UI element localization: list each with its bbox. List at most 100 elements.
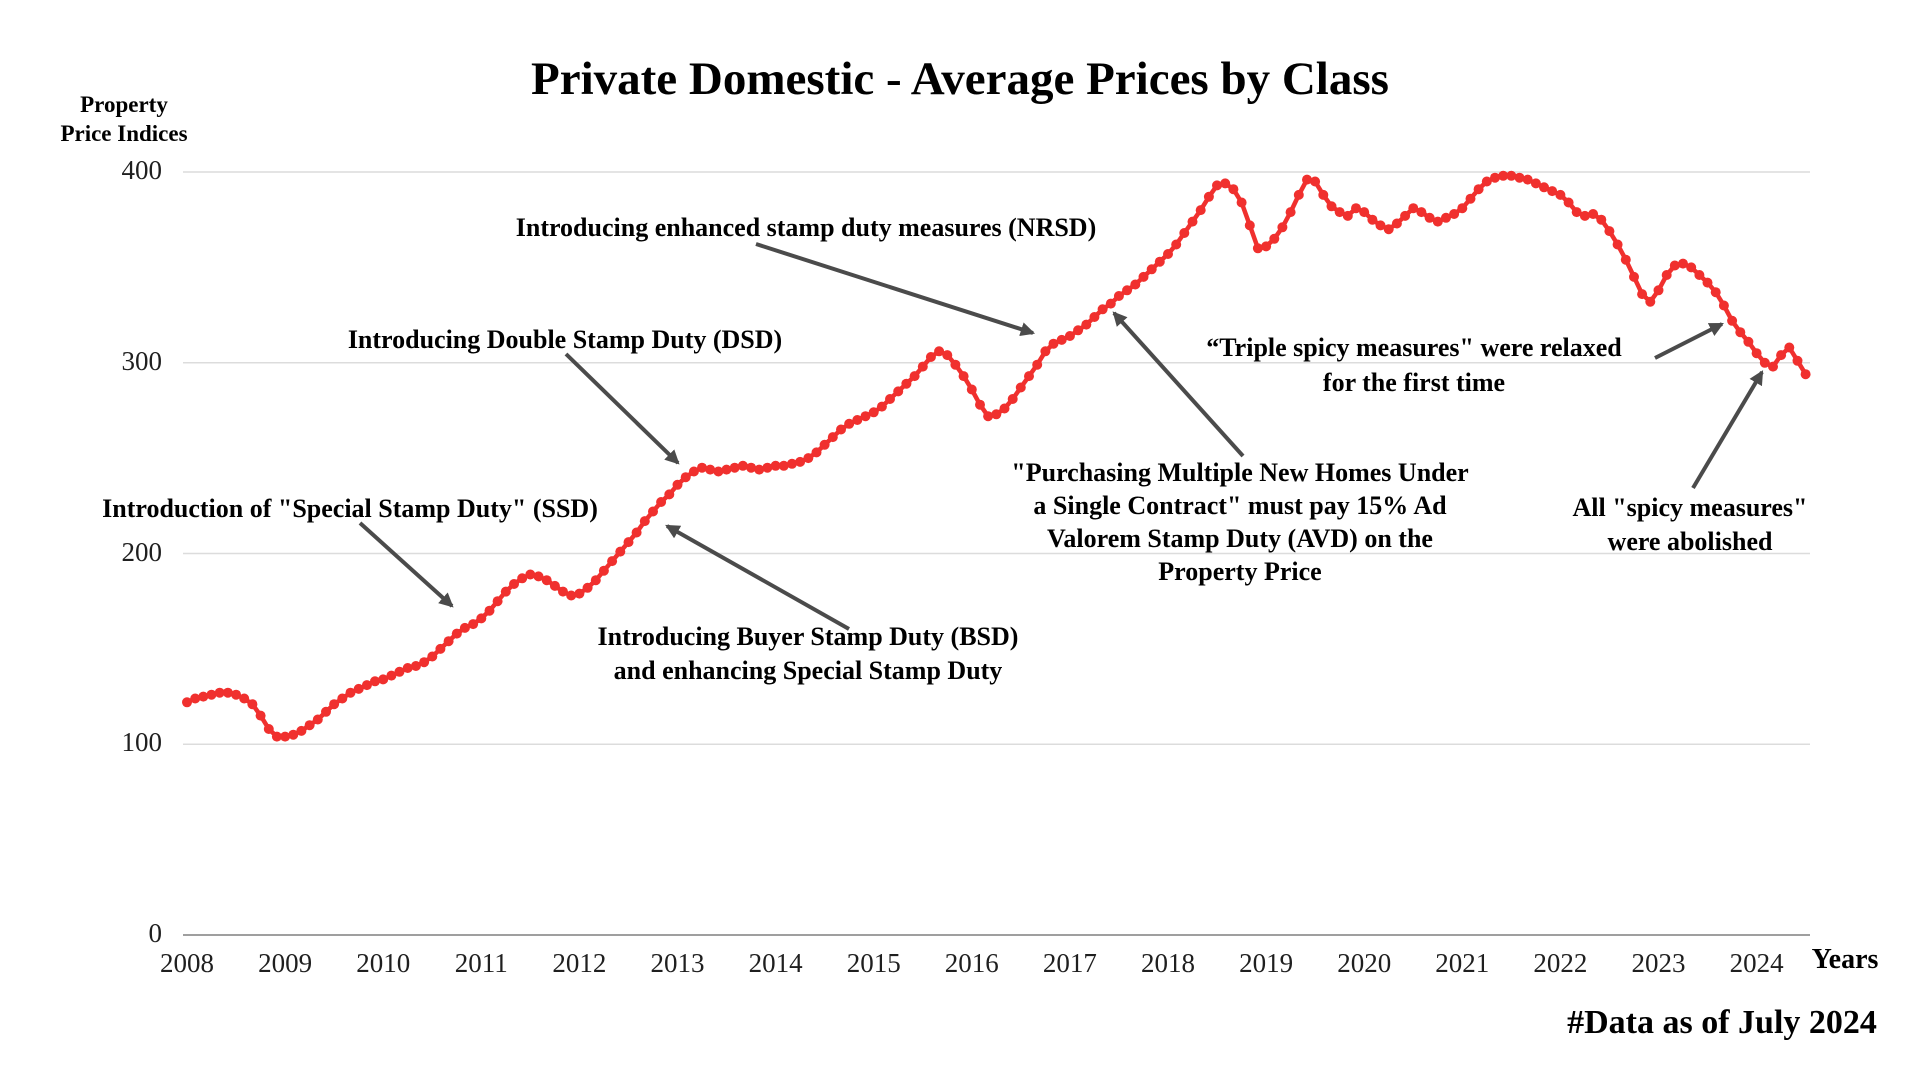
y-axis-title-line2: Price Indices (60, 121, 188, 146)
data-point (893, 386, 904, 397)
data-point (1351, 203, 1361, 214)
data-point (615, 546, 626, 557)
avd-annotation-line-3: Valorem Stamp Duty (AVD) on the (1047, 523, 1433, 553)
ssd-annotation: Introduction of "Special Stamp Duty" (SS… (102, 492, 598, 526)
data-point (656, 497, 667, 507)
data-point (500, 586, 511, 597)
dsd-annotation: Introducing Double Stamp Duty (DSD) (348, 323, 782, 357)
data-point (280, 731, 291, 742)
avd-annotation-line-1: "Purchasing Multiple New Homes Under (1011, 457, 1469, 487)
data-point (1768, 361, 1778, 372)
data-point (1228, 184, 1239, 195)
price-index-line-series (182, 170, 1811, 742)
data-point (304, 720, 315, 731)
data-point (288, 729, 299, 740)
data-point (1048, 338, 1059, 349)
data-point (484, 605, 495, 616)
data-point (566, 590, 577, 601)
abolish-annotation-line-2: were abolished (1607, 527, 1773, 556)
data-point (1171, 239, 1182, 250)
avd-annotation-line-4: Property Price (1158, 556, 1322, 586)
data-point (1588, 209, 1599, 219)
data-point (271, 731, 282, 742)
data-point (1024, 371, 1034, 382)
y-axis-title: Property Price Indices (60, 90, 187, 148)
abolish-annotation: All "spicy measures" were abolished (1573, 491, 1808, 559)
bsd-annotation-line-2: and enhancing Special Stamp Duty (613, 656, 1003, 685)
data-point (983, 411, 994, 422)
x-tick-2014: 2014 (748, 948, 803, 978)
data-point (386, 670, 397, 681)
x-tick-2009: 2009 (258, 948, 313, 978)
data-point (1318, 189, 1329, 200)
data-point (1522, 174, 1533, 185)
x-tick-2018: 2018 (1141, 948, 1195, 978)
y-axis-title-line1: Property (80, 92, 168, 117)
dsd-arrow (564, 352, 680, 465)
nrsd-annotation: Introducing enhanced stamp duty measures… (516, 211, 1097, 245)
data-point (1269, 233, 1280, 244)
data-point (1694, 270, 1705, 280)
data-point (746, 462, 757, 473)
data-point (509, 579, 519, 589)
data-point (966, 384, 977, 395)
data-point (925, 352, 936, 362)
x-tick-2012: 2012 (552, 948, 607, 978)
data-point (1187, 216, 1198, 227)
data-point (590, 575, 601, 586)
ssd-annotation-line-1: Introduction of "Special Stamp Duty" (SS… (102, 494, 598, 523)
data-point (1702, 277, 1713, 288)
y-tick-0: 0 (148, 918, 163, 948)
y-tick-300: 300 (121, 345, 163, 376)
data-point (1073, 325, 1084, 336)
data-point (1154, 256, 1165, 267)
data-point (1579, 210, 1590, 221)
data-point (1032, 359, 1043, 370)
gridlines (183, 171, 1810, 936)
data-point (770, 460, 781, 471)
y-tick-100: 100 (121, 727, 163, 758)
relax-annotation-line-1: “Triple spicy measures" were relaxed (1206, 332, 1622, 362)
data-point (754, 464, 765, 475)
data-point (1457, 203, 1468, 214)
data-point (329, 699, 340, 710)
data-point (876, 401, 887, 412)
data-point (1547, 186, 1558, 197)
data-point (901, 378, 912, 389)
data-point (1645, 296, 1656, 307)
avd-arrow (1112, 311, 1245, 458)
data-point (435, 643, 446, 654)
data-point (394, 666, 405, 677)
data-point (533, 571, 544, 582)
data-point (721, 464, 732, 475)
data-point (778, 460, 789, 471)
x-tick-2024: 2024 (1729, 948, 1784, 978)
data-point (525, 569, 536, 580)
data-point (909, 371, 920, 382)
data-point (868, 407, 879, 418)
data-point (1302, 174, 1312, 185)
data-point (688, 466, 699, 477)
data-point (1310, 176, 1321, 187)
data-point (1629, 271, 1639, 282)
x-axis-title: Years (1811, 944, 1879, 975)
data-point (762, 462, 773, 473)
data-point (852, 415, 863, 425)
data-point (296, 725, 307, 736)
data-point (819, 439, 830, 450)
bsd-annotation-line-1: Introducing Buyer Stamp Duty (BSD) (597, 622, 1019, 651)
data-point (1391, 218, 1402, 229)
data-point (321, 706, 331, 717)
data-point (885, 394, 895, 404)
data-point (541, 575, 552, 586)
data-point (623, 537, 634, 548)
data-point (1637, 289, 1648, 300)
relax-annotation-line-2: for the first time (1322, 367, 1506, 397)
data-point (1432, 216, 1443, 227)
relax-annotation: “Triple spicy measures" were relaxed for … (1206, 330, 1621, 400)
data-point (1179, 228, 1190, 238)
data-point (1776, 350, 1787, 361)
data-point (1612, 239, 1623, 250)
annotation-arrows (358, 242, 1764, 631)
